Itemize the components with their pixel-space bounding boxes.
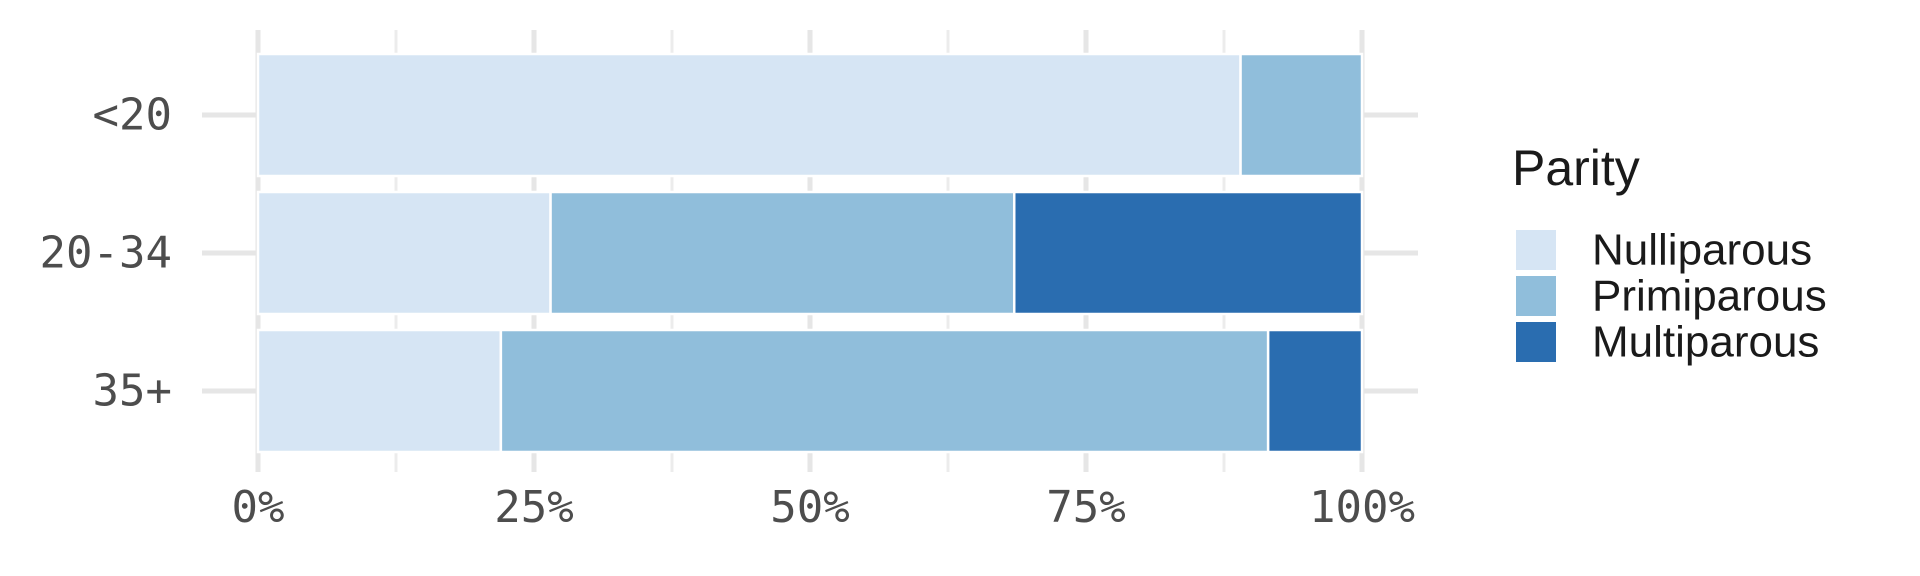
- x-tick-label: 100%: [1309, 482, 1415, 533]
- legend-swatch-primiparous: [1516, 276, 1556, 316]
- x-tick-label: 25%: [494, 482, 573, 533]
- x-tick-label: 0%: [232, 482, 285, 533]
- bar-segment-nulliparous: [256, 52, 1242, 178]
- y-tick-label: <20: [93, 90, 172, 141]
- x-tick-label: 75%: [1046, 482, 1125, 533]
- bar-segment-multiparous: [1012, 190, 1364, 316]
- y-axis-labels: <20 20-34 35+: [40, 90, 172, 417]
- bar-segment-primiparous: [499, 328, 1270, 454]
- legend-swatch-nulliparous: [1516, 230, 1556, 270]
- legend-label: Nulliparous: [1592, 226, 1812, 275]
- legend-label: Multiparous: [1592, 318, 1819, 367]
- y-tick-label: 20-34: [40, 228, 172, 279]
- bar-segment-primiparous: [549, 190, 1016, 316]
- x-axis-labels: 0% 25% 50% 75% 100%: [232, 482, 1415, 533]
- bar-segment-nulliparous: [256, 190, 552, 316]
- x-tick-label: 50%: [770, 482, 849, 533]
- legend-title: Parity: [1512, 140, 1640, 196]
- bar-segment-nulliparous: [256, 328, 503, 454]
- y-tick-label: 35+: [93, 366, 172, 417]
- bar-segment-multiparous: [1266, 328, 1364, 454]
- legend-label: Primiparous: [1592, 272, 1827, 321]
- bar-segment-primiparous: [1239, 52, 1364, 178]
- legend-swatch-multiparous: [1516, 322, 1556, 362]
- bars: [256, 52, 1364, 454]
